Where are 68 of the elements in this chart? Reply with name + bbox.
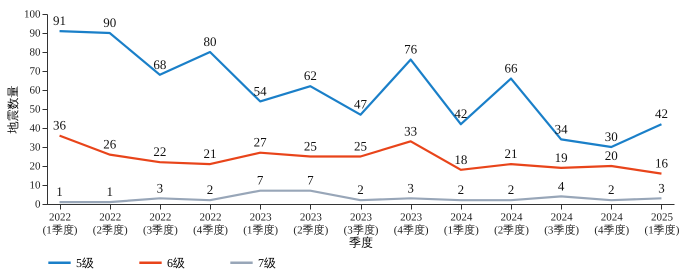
x-tick-label: 2024 (4季度) (594, 212, 630, 236)
y-tick-label: 40 (30, 122, 41, 134)
data-label: 91 (53, 13, 66, 28)
data-label: 16 (654, 156, 668, 171)
data-label: 1 (106, 184, 113, 200)
x-tick-label: 2025 (1季度) (644, 212, 680, 236)
data-label: 47 (354, 96, 368, 112)
y-tick-label: 30 (30, 142, 41, 154)
y-axis-title: 地震数量 (6, 86, 20, 134)
x-tick-label: 2024 (2季度) (494, 212, 530, 236)
legend-label: 7级 (258, 256, 276, 270)
data-label: 30 (604, 129, 618, 144)
data-label: 2 (458, 182, 464, 198)
x-tick-label: 2022 (3季度) (142, 212, 178, 236)
x-tick-label: 2024 (1季度) (444, 212, 480, 236)
data-label: 22 (153, 144, 166, 160)
data-label: 2 (608, 182, 615, 198)
data-label: 7 (256, 172, 264, 188)
x-axis-title: 季度 (349, 236, 373, 250)
y-tick-label: 90 (30, 28, 41, 40)
data-label: 2 (206, 182, 214, 198)
y-tick-label: 70 (30, 66, 41, 78)
data-label: 90 (103, 15, 116, 30)
legend-label: 6级 (167, 256, 185, 270)
data-label: 21 (204, 146, 217, 162)
data-label: 33 (404, 123, 418, 138)
data-label: 20 (604, 148, 618, 163)
legend-label: 5级 (76, 256, 94, 270)
data-label: 1 (56, 184, 63, 200)
data-label: 80 (204, 34, 217, 49)
data-label: 25 (304, 138, 317, 154)
x-tick-label: 2022 (4季度) (193, 212, 228, 236)
data-label: 3 (156, 180, 164, 196)
data-label: 2 (357, 182, 364, 198)
y-tick-label: 20 (30, 160, 41, 172)
data-label: 42 (454, 106, 468, 122)
x-tick-label: 2023 (1季度) (243, 212, 278, 236)
data-label: 27 (254, 134, 268, 150)
x-tick-label: 2023 (4季度) (394, 212, 429, 236)
x-tick-label: 2023 (3季度) (344, 212, 379, 236)
y-tick-label: 0 (35, 198, 41, 210)
y-tick-label: 80 (30, 46, 41, 58)
y-tick-label: 10 (30, 180, 41, 192)
y-tick-label: 50 (30, 104, 41, 116)
data-label: 21 (504, 146, 518, 162)
data-label: 62 (304, 68, 317, 84)
data-label: 3 (407, 180, 414, 196)
data-label: 26 (103, 136, 117, 152)
data-label: 68 (153, 56, 166, 72)
data-label: 2 (508, 182, 514, 198)
data-label: 19 (554, 150, 568, 165)
data-label: 42 (654, 106, 668, 122)
data-label: 25 (354, 138, 367, 154)
data-label: 4 (558, 178, 565, 194)
data-label: 76 (404, 42, 418, 57)
y-tick-label: 60 (30, 84, 41, 96)
x-tick-label: 2023 (2季度) (293, 212, 329, 236)
data-label: 36 (53, 118, 67, 133)
data-label: 34 (554, 121, 568, 136)
data-label: 54 (254, 83, 268, 98)
data-label: 18 (454, 152, 468, 167)
data-label: 66 (504, 60, 518, 76)
x-tick-label: 2022 (2季度) (92, 212, 128, 236)
x-tick-label: 2024 (3季度) (544, 212, 580, 236)
x-tick-label: 2022 (1季度) (42, 212, 78, 236)
data-label: 7 (307, 172, 314, 188)
data-label: 3 (658, 180, 665, 196)
y-tick-label: 100 (24, 8, 41, 20)
